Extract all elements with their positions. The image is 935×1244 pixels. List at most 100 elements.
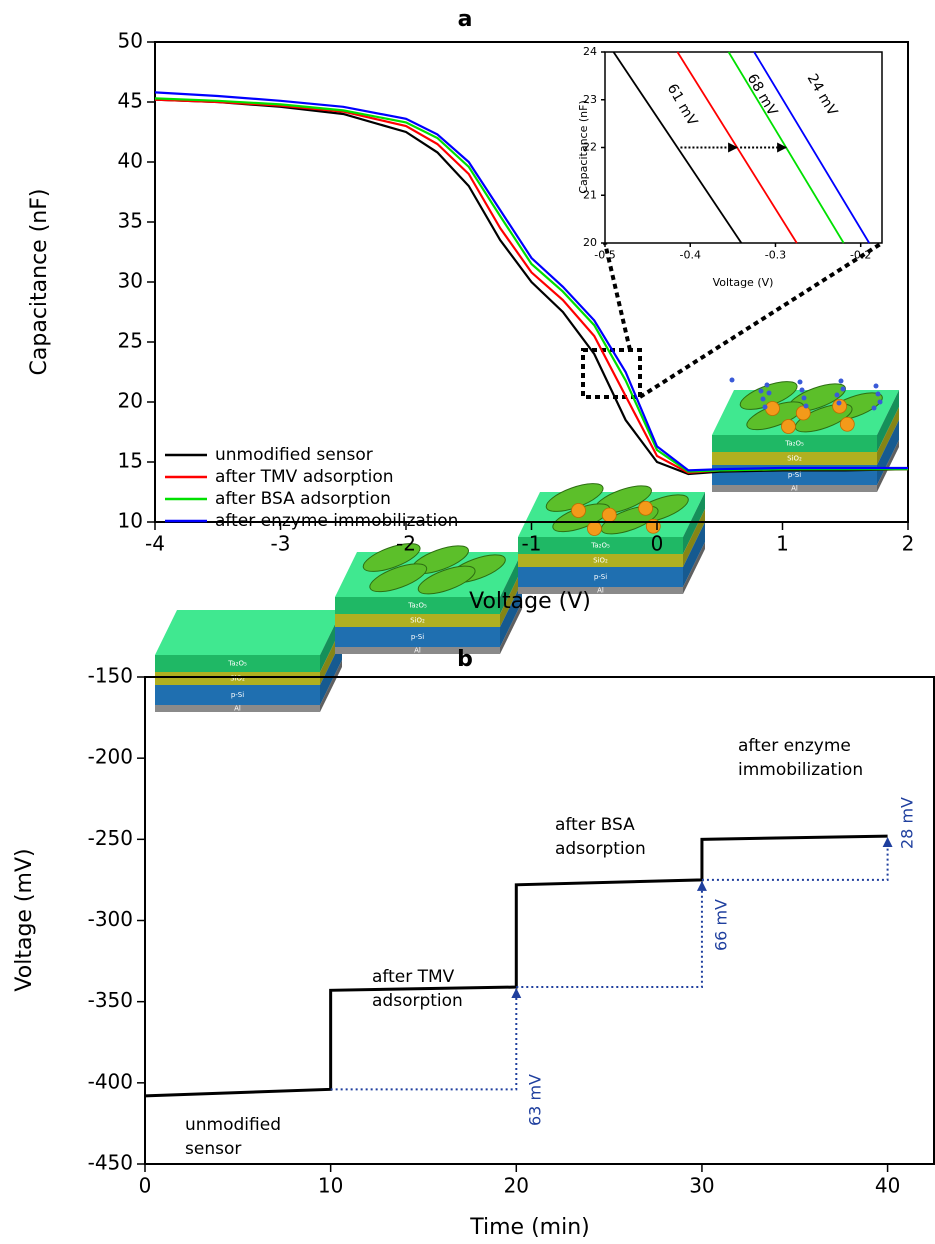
stack-side [320, 640, 342, 705]
x-tick-label: 10 [318, 1174, 343, 1198]
y-tick-label: 25 [118, 329, 143, 353]
x-tick-label: -0.4 [679, 248, 700, 261]
bsa-sphere [832, 398, 847, 414]
series-line [612, 51, 743, 244]
plot-frame [604, 51, 883, 244]
y-tick-label: -450 [88, 1151, 133, 1175]
shift-label: 66 mV [712, 899, 731, 951]
series-line [753, 51, 870, 244]
stack-layer [518, 537, 683, 554]
stack-side [500, 582, 522, 647]
zoom-line [638, 241, 884, 399]
enzyme-dot [758, 388, 764, 394]
layer-label: p-Si [594, 573, 607, 581]
shift-guide [516, 880, 707, 989]
x-tick-label: 1 [776, 532, 789, 556]
enzyme-dot [873, 383, 879, 389]
layer-label: Ta₂O₅ [590, 542, 610, 550]
stage-label: sensor [185, 1139, 241, 1159]
virus-rod [362, 543, 421, 572]
virus-rod [369, 563, 428, 593]
virus-rod [417, 565, 476, 595]
enzyme-dot [760, 396, 766, 402]
stack-layer [518, 587, 683, 594]
stack-side [877, 440, 899, 492]
x-tick-label: -0.3 [765, 248, 786, 261]
legend-label: after TMV adsorption [215, 467, 394, 487]
y-tick-label: 40 [118, 149, 143, 173]
enzyme-dot [875, 391, 881, 397]
bsa-sphere [638, 500, 653, 516]
bsa-sphere [765, 401, 780, 416]
x-tick-label: 20 [504, 1174, 529, 1198]
x-tick-label: -4 [145, 532, 165, 556]
series-line [154, 91, 908, 472]
stack-layer [335, 597, 500, 614]
x-axis-title: Voltage (V) [469, 589, 591, 614]
y-axis-title: Capacitance (nF) [577, 100, 590, 193]
enzyme-dot [838, 378, 844, 384]
x-tick-label: -0.5 [594, 248, 615, 261]
shift-label: 28 mV [898, 797, 917, 849]
enzyme-dot [801, 395, 807, 401]
layer-label: Al [234, 705, 241, 713]
x-axis-title: Time (min) [469, 1215, 590, 1240]
x-tick-label: -0.2 [850, 248, 871, 261]
stack-side [683, 522, 705, 587]
legend-label: after enzyme immobilization [215, 511, 458, 531]
bsa-sphere [571, 503, 586, 518]
y-tick-label: 30 [118, 269, 143, 293]
series-line [154, 98, 909, 476]
y-tick-label: 15 [118, 449, 143, 473]
enzyme-dot [871, 405, 877, 411]
y-tick-label: 20 [583, 236, 597, 249]
y-tick-label: -300 [88, 907, 133, 931]
y-tick-label: 35 [118, 209, 143, 233]
zoom-line [603, 242, 632, 351]
y-tick-label: -250 [88, 826, 133, 850]
x-tick-label: 0 [651, 532, 664, 556]
enzyme-dot [764, 382, 770, 388]
layer-label: p-Si [788, 471, 801, 479]
y-axis-title: Voltage (mV) [12, 848, 37, 991]
stack-side [877, 407, 899, 465]
stage-label: adsorption [372, 991, 463, 1011]
shift-guide [701, 837, 893, 881]
layer-label: Al [414, 647, 421, 655]
layer-label: Ta₂O₅ [227, 660, 247, 668]
y-tick-label: 23 [583, 93, 597, 106]
bsa-sphere [601, 507, 617, 523]
stage-label: after enzyme [738, 736, 851, 756]
enzyme-dot [877, 399, 883, 405]
layer-label: SiO₂ [787, 455, 802, 463]
enzyme-dot [803, 403, 809, 409]
stack-layer [518, 567, 683, 587]
y-tick-label: -350 [88, 988, 133, 1012]
stack-layer [155, 685, 320, 705]
x-tick-label: 2 [902, 532, 915, 556]
stage-label: after BSA [555, 815, 635, 835]
enzyme-dot [840, 386, 846, 392]
stage-label: immobilization [738, 760, 863, 780]
stack-side [500, 569, 522, 627]
panel-title: a [458, 7, 473, 32]
layer-label: p-Si [411, 633, 424, 641]
shift-label: 63 mV [526, 1074, 545, 1126]
stage-label: unmodified [185, 1115, 281, 1135]
stack-layer [335, 627, 500, 647]
stack-top [155, 610, 342, 655]
series-line [154, 97, 908, 473]
x-tick-label: 0 [139, 1174, 152, 1198]
stack-layer [155, 672, 320, 685]
enzyme-dot [766, 390, 772, 396]
layer-label: SiO₂ [410, 617, 425, 625]
layer-label: Al [597, 587, 604, 595]
y-tick-label: -200 [88, 745, 133, 769]
series-line [144, 834, 888, 1098]
y-tick-label: 21 [583, 188, 597, 201]
stack-side [500, 602, 522, 654]
y-tick-label: 50 [118, 29, 143, 53]
stage-label: adsorption [555, 839, 646, 859]
layer-label: SiO₂ [593, 557, 608, 565]
